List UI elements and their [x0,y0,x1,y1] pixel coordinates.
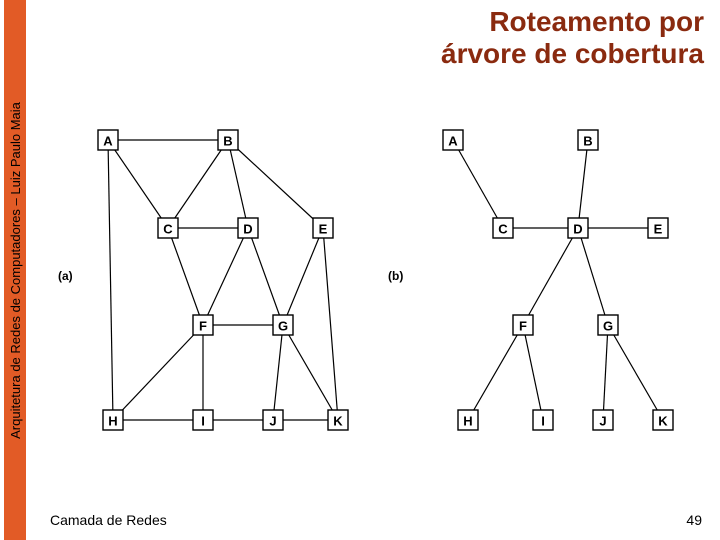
node-label: H [463,414,472,429]
node-label: G [278,319,288,334]
node-label: E [319,222,328,237]
graph-edge [168,140,228,228]
graph-edge [608,325,663,420]
graph-node: C [493,218,513,238]
graph-node: D [568,218,588,238]
title-line-2: árvore de cobertura [441,38,704,70]
footer-left: Camada de Redes [50,512,167,528]
panel-label: (a) [58,269,73,283]
graph-edge [578,140,588,228]
node-label: D [573,222,582,237]
sidebar-text: Arquitetura de Redes de Computadores – L… [8,102,23,439]
graph-edge [323,228,338,420]
graph-node: J [263,410,283,430]
node-label: G [603,319,613,334]
graph-node: I [193,410,213,430]
graph-edge [468,325,523,420]
node-label: F [199,319,207,334]
graph-edge [228,140,323,228]
node-label: E [654,222,663,237]
node-label: J [269,414,276,429]
graph-edge [603,325,608,420]
graph-edge [283,325,338,420]
title-line-1: Roteamento por [441,6,704,38]
node-label: K [658,414,668,429]
graph-node: K [653,410,673,430]
node-label: F [519,319,527,334]
graph-edge [283,228,323,325]
graph-svg: A B C D E F G H I J K (a) A B C D E F G H I J K (b) [48,120,708,480]
graph-edge [578,228,608,325]
node-label: D [243,222,252,237]
graph-node: A [443,130,463,150]
node-label: K [333,414,343,429]
node-label: H [108,414,117,429]
graph-node: G [598,315,618,335]
graph-node: B [218,130,238,150]
graph-node: H [458,410,478,430]
graph-node: K [328,410,348,430]
graph-node: G [273,315,293,335]
node-label: I [541,414,545,429]
graph-node: C [158,218,178,238]
graph-node: A [98,130,118,150]
graph-edge [228,140,248,228]
panel-label: (b) [388,269,403,283]
node-label: C [498,222,508,237]
graph-edge [113,325,203,420]
graph-node: J [593,410,613,430]
sidebar-strip: Arquitetura de Redes de Computadores – L… [4,0,26,540]
node-label: B [223,134,232,149]
graph-node: E [313,218,333,238]
node-label: C [163,222,173,237]
diagram-area: A B C D E F G H I J K (a) A B C D E F G H I J K (b) [48,120,708,480]
graph-edge [108,140,168,228]
graph-edge [203,228,248,325]
graph-node: I [533,410,553,430]
graph-node: B [578,130,598,150]
node-label: A [448,134,458,149]
graph-node: F [193,315,213,335]
graph-edge [523,228,578,325]
node-label: A [103,134,113,149]
graph-node: F [513,315,533,335]
page-number: 49 [686,512,702,528]
graph-edge [168,228,203,325]
node-label: I [201,414,205,429]
graph-edge [273,325,283,420]
graph-edge [108,140,113,420]
graph-node: E [648,218,668,238]
node-label: J [599,414,606,429]
slide-title: Roteamento por árvore de cobertura [441,6,704,70]
node-label: B [583,134,592,149]
graph-node: H [103,410,123,430]
graph-node: D [238,218,258,238]
graph-edge [523,325,543,420]
graph-edge [453,140,503,228]
graph-edge [248,228,283,325]
